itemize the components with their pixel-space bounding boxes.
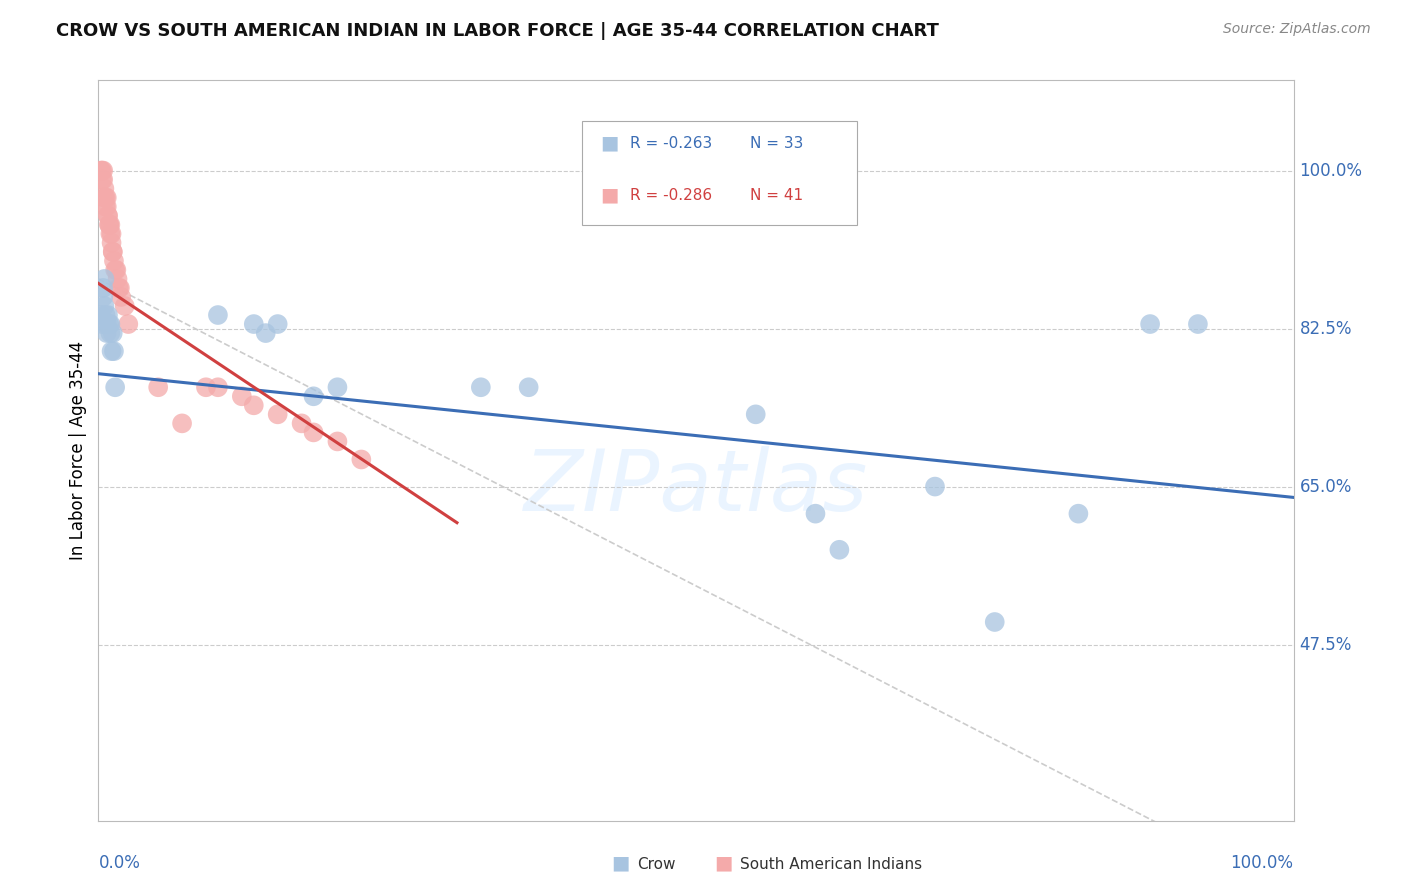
Point xyxy=(104,263,127,277)
Point xyxy=(117,317,139,331)
Point xyxy=(172,417,194,431)
Text: N = 33: N = 33 xyxy=(749,136,803,151)
Text: 0.0%: 0.0% xyxy=(98,854,141,872)
Point xyxy=(91,172,114,186)
Point xyxy=(231,389,253,403)
Text: ■: ■ xyxy=(600,134,619,153)
Point xyxy=(100,235,122,250)
Point xyxy=(745,408,768,422)
Point xyxy=(103,253,125,268)
Point xyxy=(100,227,122,241)
Point xyxy=(97,209,120,223)
Text: ZIPatlas: ZIPatlas xyxy=(524,446,868,529)
Point xyxy=(148,380,170,394)
Text: 100.0%: 100.0% xyxy=(1230,854,1294,872)
Point xyxy=(804,507,827,521)
Point xyxy=(97,209,120,223)
Point xyxy=(94,191,117,205)
Point xyxy=(105,263,128,277)
Point xyxy=(93,272,115,286)
Text: ■: ■ xyxy=(714,854,733,872)
Point xyxy=(91,290,114,304)
Y-axis label: In Labor Force | Age 35-44: In Labor Force | Age 35-44 xyxy=(69,341,87,560)
Point xyxy=(924,479,946,493)
Point xyxy=(267,317,290,331)
Point xyxy=(96,326,118,340)
Point xyxy=(326,434,349,449)
Point xyxy=(1139,317,1161,331)
Point xyxy=(91,172,114,186)
Text: ■: ■ xyxy=(600,186,619,204)
Point xyxy=(350,452,373,467)
Text: Crow: Crow xyxy=(637,857,675,872)
Point xyxy=(98,317,121,331)
Text: South American Indians: South American Indians xyxy=(740,857,922,872)
Point xyxy=(90,163,112,178)
Point xyxy=(110,290,132,304)
Text: 100.0%: 100.0% xyxy=(1299,161,1362,179)
Point xyxy=(94,200,117,214)
Text: 47.5%: 47.5% xyxy=(1299,636,1353,654)
Point xyxy=(98,218,121,232)
Point xyxy=(517,380,540,394)
Point xyxy=(96,191,118,205)
Point xyxy=(91,317,114,331)
FancyBboxPatch shape xyxy=(582,121,858,225)
Point xyxy=(101,326,124,340)
Point xyxy=(984,615,1007,629)
Point xyxy=(90,308,112,322)
Point xyxy=(103,344,125,359)
Text: 65.0%: 65.0% xyxy=(1299,477,1353,496)
Point xyxy=(107,272,129,286)
Point xyxy=(254,326,277,340)
Point xyxy=(98,227,122,241)
Point xyxy=(98,326,122,340)
Point xyxy=(207,308,229,322)
Point xyxy=(91,281,114,295)
Point xyxy=(470,380,492,394)
Point xyxy=(828,542,851,557)
Point xyxy=(291,417,314,431)
Point xyxy=(207,380,229,394)
Point xyxy=(104,380,127,394)
Point xyxy=(96,200,118,214)
Point xyxy=(101,244,124,259)
Point xyxy=(96,317,118,331)
Point xyxy=(93,191,115,205)
Text: CROW VS SOUTH AMERICAN INDIAN IN LABOR FORCE | AGE 35-44 CORRELATION CHART: CROW VS SOUTH AMERICAN INDIAN IN LABOR F… xyxy=(56,22,939,40)
Point xyxy=(108,281,131,295)
Point xyxy=(1067,507,1090,521)
Point xyxy=(302,389,325,403)
Point xyxy=(302,425,325,440)
Point xyxy=(101,244,124,259)
Point xyxy=(195,380,218,394)
Point xyxy=(93,181,115,195)
Text: 82.5%: 82.5% xyxy=(1299,319,1353,337)
Point xyxy=(243,398,266,412)
Point xyxy=(1187,317,1209,331)
Point xyxy=(267,408,290,422)
Point xyxy=(97,308,120,322)
Text: N = 41: N = 41 xyxy=(749,187,803,202)
Point xyxy=(94,308,117,322)
Point xyxy=(114,299,136,313)
Point xyxy=(326,380,349,394)
Point xyxy=(98,218,122,232)
Point xyxy=(91,163,114,178)
Text: Source: ZipAtlas.com: Source: ZipAtlas.com xyxy=(1223,22,1371,37)
Text: R = -0.263: R = -0.263 xyxy=(630,136,713,151)
Point xyxy=(98,317,122,331)
Point xyxy=(93,299,115,313)
Point xyxy=(91,163,114,178)
Text: ■: ■ xyxy=(612,854,630,872)
Point xyxy=(107,281,129,295)
Point xyxy=(243,317,266,331)
Text: R = -0.286: R = -0.286 xyxy=(630,187,713,202)
Point xyxy=(98,218,121,232)
Point xyxy=(100,344,122,359)
